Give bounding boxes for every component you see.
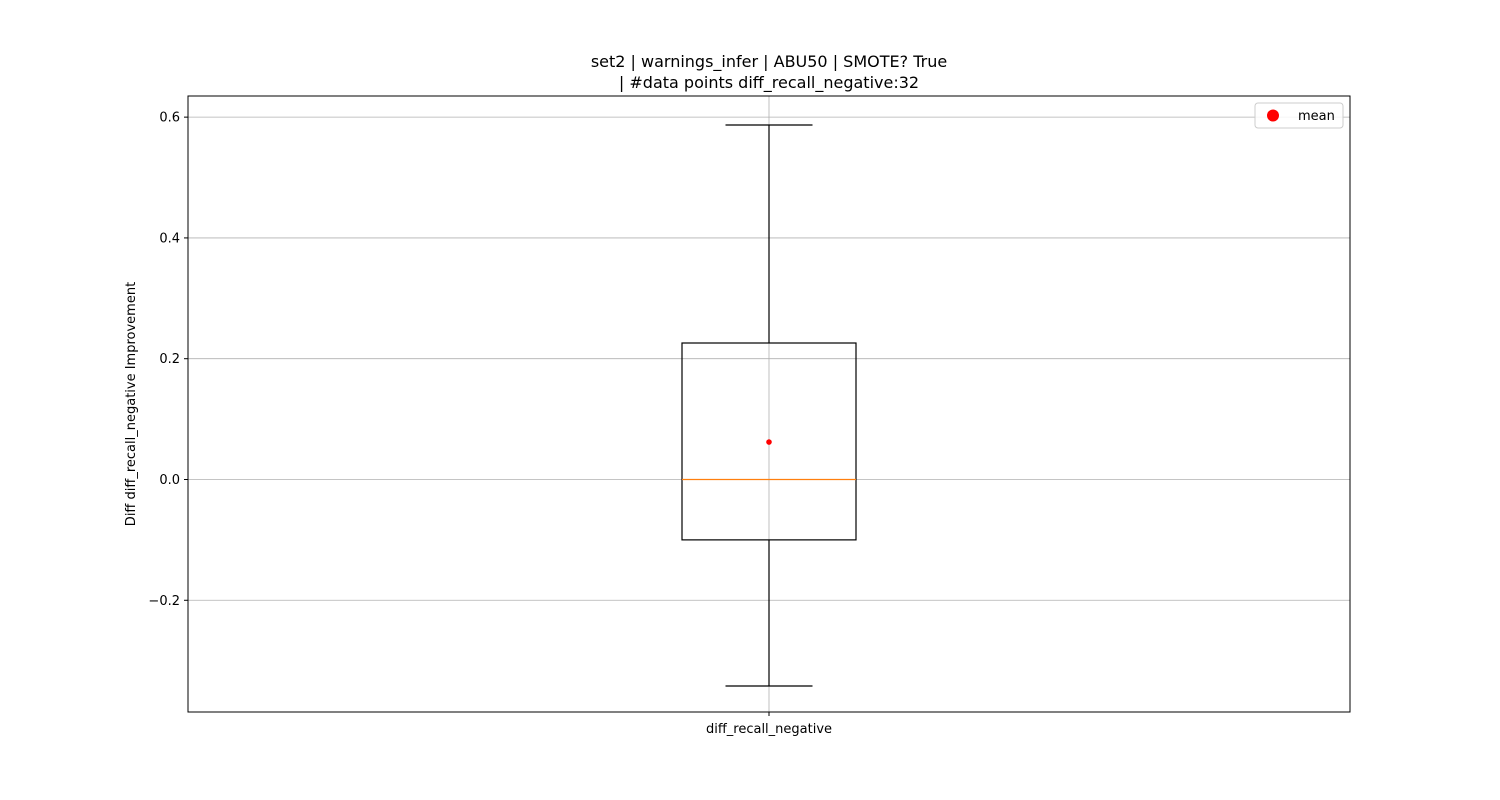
iqr-box: [681, 342, 857, 541]
legend: mean: [1254, 102, 1344, 129]
y-axis-label: Diff diff_recall_negative Improvement: [124, 282, 139, 526]
y-tick-label: 0.0: [159, 473, 180, 488]
chart-title-line2: | #data points diff_recall_negative:32: [619, 73, 919, 93]
y-tick-label: 0.2: [159, 352, 180, 367]
x-axis: diff_recall_negative: [706, 712, 832, 737]
y-tick-label: 0.6: [159, 111, 180, 126]
x-tick-label: diff_recall_negative: [706, 722, 832, 737]
y-tick-label: 0.4: [159, 231, 180, 246]
legend-mean-label: mean: [1298, 109, 1335, 124]
legend-mean-marker: [1267, 109, 1279, 122]
box-plot: [681, 124, 857, 687]
legend-frame: [1254, 102, 1344, 129]
y-axis: −0.2 0.0 0.2 0.4 0.6: [148, 111, 188, 609]
y-tick-label: −0.2: [148, 594, 180, 609]
mean-marker: [766, 439, 772, 445]
chart-title-line1: set2 | warnings_infer | ABU50 | SMOTE? T…: [591, 52, 947, 72]
